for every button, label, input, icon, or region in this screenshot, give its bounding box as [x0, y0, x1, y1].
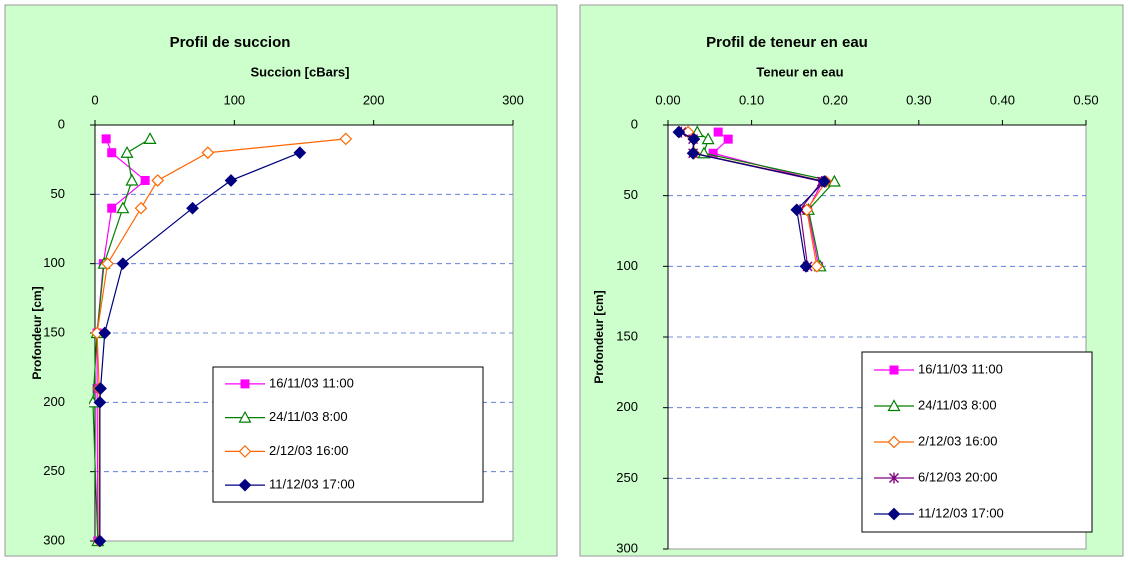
x-tick-label: 0.30 [906, 92, 931, 107]
marker [140, 175, 150, 185]
x-tick-label: 0.00 [655, 92, 680, 107]
legend-label: 11/12/03 17:00 [918, 505, 1004, 520]
legend-marker [240, 379, 250, 389]
marker [101, 257, 114, 271]
legend-label: 16/11/03 11:00 [269, 375, 354, 390]
y-tick-label: 100 [616, 258, 638, 273]
legend-label: 24/11/03 8:00 [918, 397, 997, 412]
marker [98, 326, 112, 340]
marker [790, 203, 804, 217]
marker [339, 132, 353, 146]
legend-marker [887, 507, 901, 521]
legend-box [212, 366, 484, 503]
x-tick-label: 0.10 [739, 92, 764, 107]
y-tick-label: 100 [43, 255, 65, 270]
y-tick-label: 150 [616, 328, 638, 343]
marker [701, 132, 715, 145]
legend-marker [238, 410, 252, 423]
x-axis-label: Teneur en eau [756, 64, 843, 79]
x-tick-label: 100 [223, 92, 245, 107]
marker [107, 203, 117, 213]
chart-title: Profil de teneur en eau [706, 34, 868, 51]
marker [186, 201, 199, 215]
y-tick-label: 300 [43, 532, 65, 547]
legend-marker [887, 435, 901, 449]
x-tick-label: 300 [502, 92, 524, 107]
marker [672, 125, 686, 139]
legend-label: 2/12/03 16:00 [269, 443, 349, 458]
legend-label: 2/12/03 16:00 [918, 433, 998, 448]
legend-marker [887, 399, 901, 412]
marker [810, 259, 824, 273]
y-tick-label: 300 [616, 540, 638, 555]
marker [224, 174, 238, 187]
marker [116, 201, 130, 214]
marker [713, 127, 723, 137]
marker [687, 132, 701, 146]
legend-marker [889, 472, 899, 484]
x-tick-label: 0 [91, 92, 98, 107]
x-tick-label: 0.40 [990, 92, 1015, 107]
y-axis-label: Profondeur [cm] [592, 290, 606, 383]
x-tick-label: 0.50 [1073, 92, 1098, 107]
x-tick-label: 0.20 [823, 92, 848, 107]
marker [201, 146, 215, 160]
marker [723, 134, 733, 144]
x-axis-label: Succion [cBars] [251, 64, 350, 79]
legend-label: 11/12/03 17:00 [269, 477, 355, 492]
series-line [96, 138, 147, 542]
marker [293, 146, 307, 160]
y-tick-label: 200 [616, 399, 638, 414]
marker [101, 134, 111, 144]
marker [799, 259, 813, 273]
y-axis-label: Profondeur [cm] [30, 286, 44, 379]
marker [800, 203, 814, 217]
marker [116, 257, 130, 271]
legend-marker [238, 445, 252, 458]
marker [686, 146, 700, 160]
marker [134, 201, 148, 215]
marker [817, 175, 831, 188]
marker [151, 174, 165, 187]
marker [143, 132, 157, 144]
marker [708, 148, 718, 158]
x-tick-label: 200 [363, 92, 385, 107]
legend-marker [238, 478, 252, 492]
marker [125, 173, 139, 186]
legend-marker [889, 365, 899, 375]
y-tick-label: 150 [43, 324, 65, 339]
y-tick-label: 250 [616, 470, 638, 485]
chart-title: Profil de succion [170, 34, 291, 51]
y-tick-label: 0 [58, 116, 65, 131]
y-tick-label: 250 [43, 463, 65, 478]
marker [93, 395, 107, 409]
y-tick-label: 50 [624, 187, 638, 202]
y-tick-label: 50 [51, 186, 65, 201]
marker [93, 534, 107, 547]
legend-label: 24/11/03 8:00 [269, 409, 348, 424]
legend-label: 16/11/03 11:00 [918, 361, 1003, 376]
y-tick-label: 0 [631, 116, 638, 131]
y-tick-label: 200 [43, 394, 65, 409]
marker [94, 382, 107, 395]
legend-label: 6/12/03 20:00 [918, 469, 998, 484]
marker [120, 145, 134, 158]
series-line [96, 138, 346, 541]
marker [107, 148, 117, 158]
